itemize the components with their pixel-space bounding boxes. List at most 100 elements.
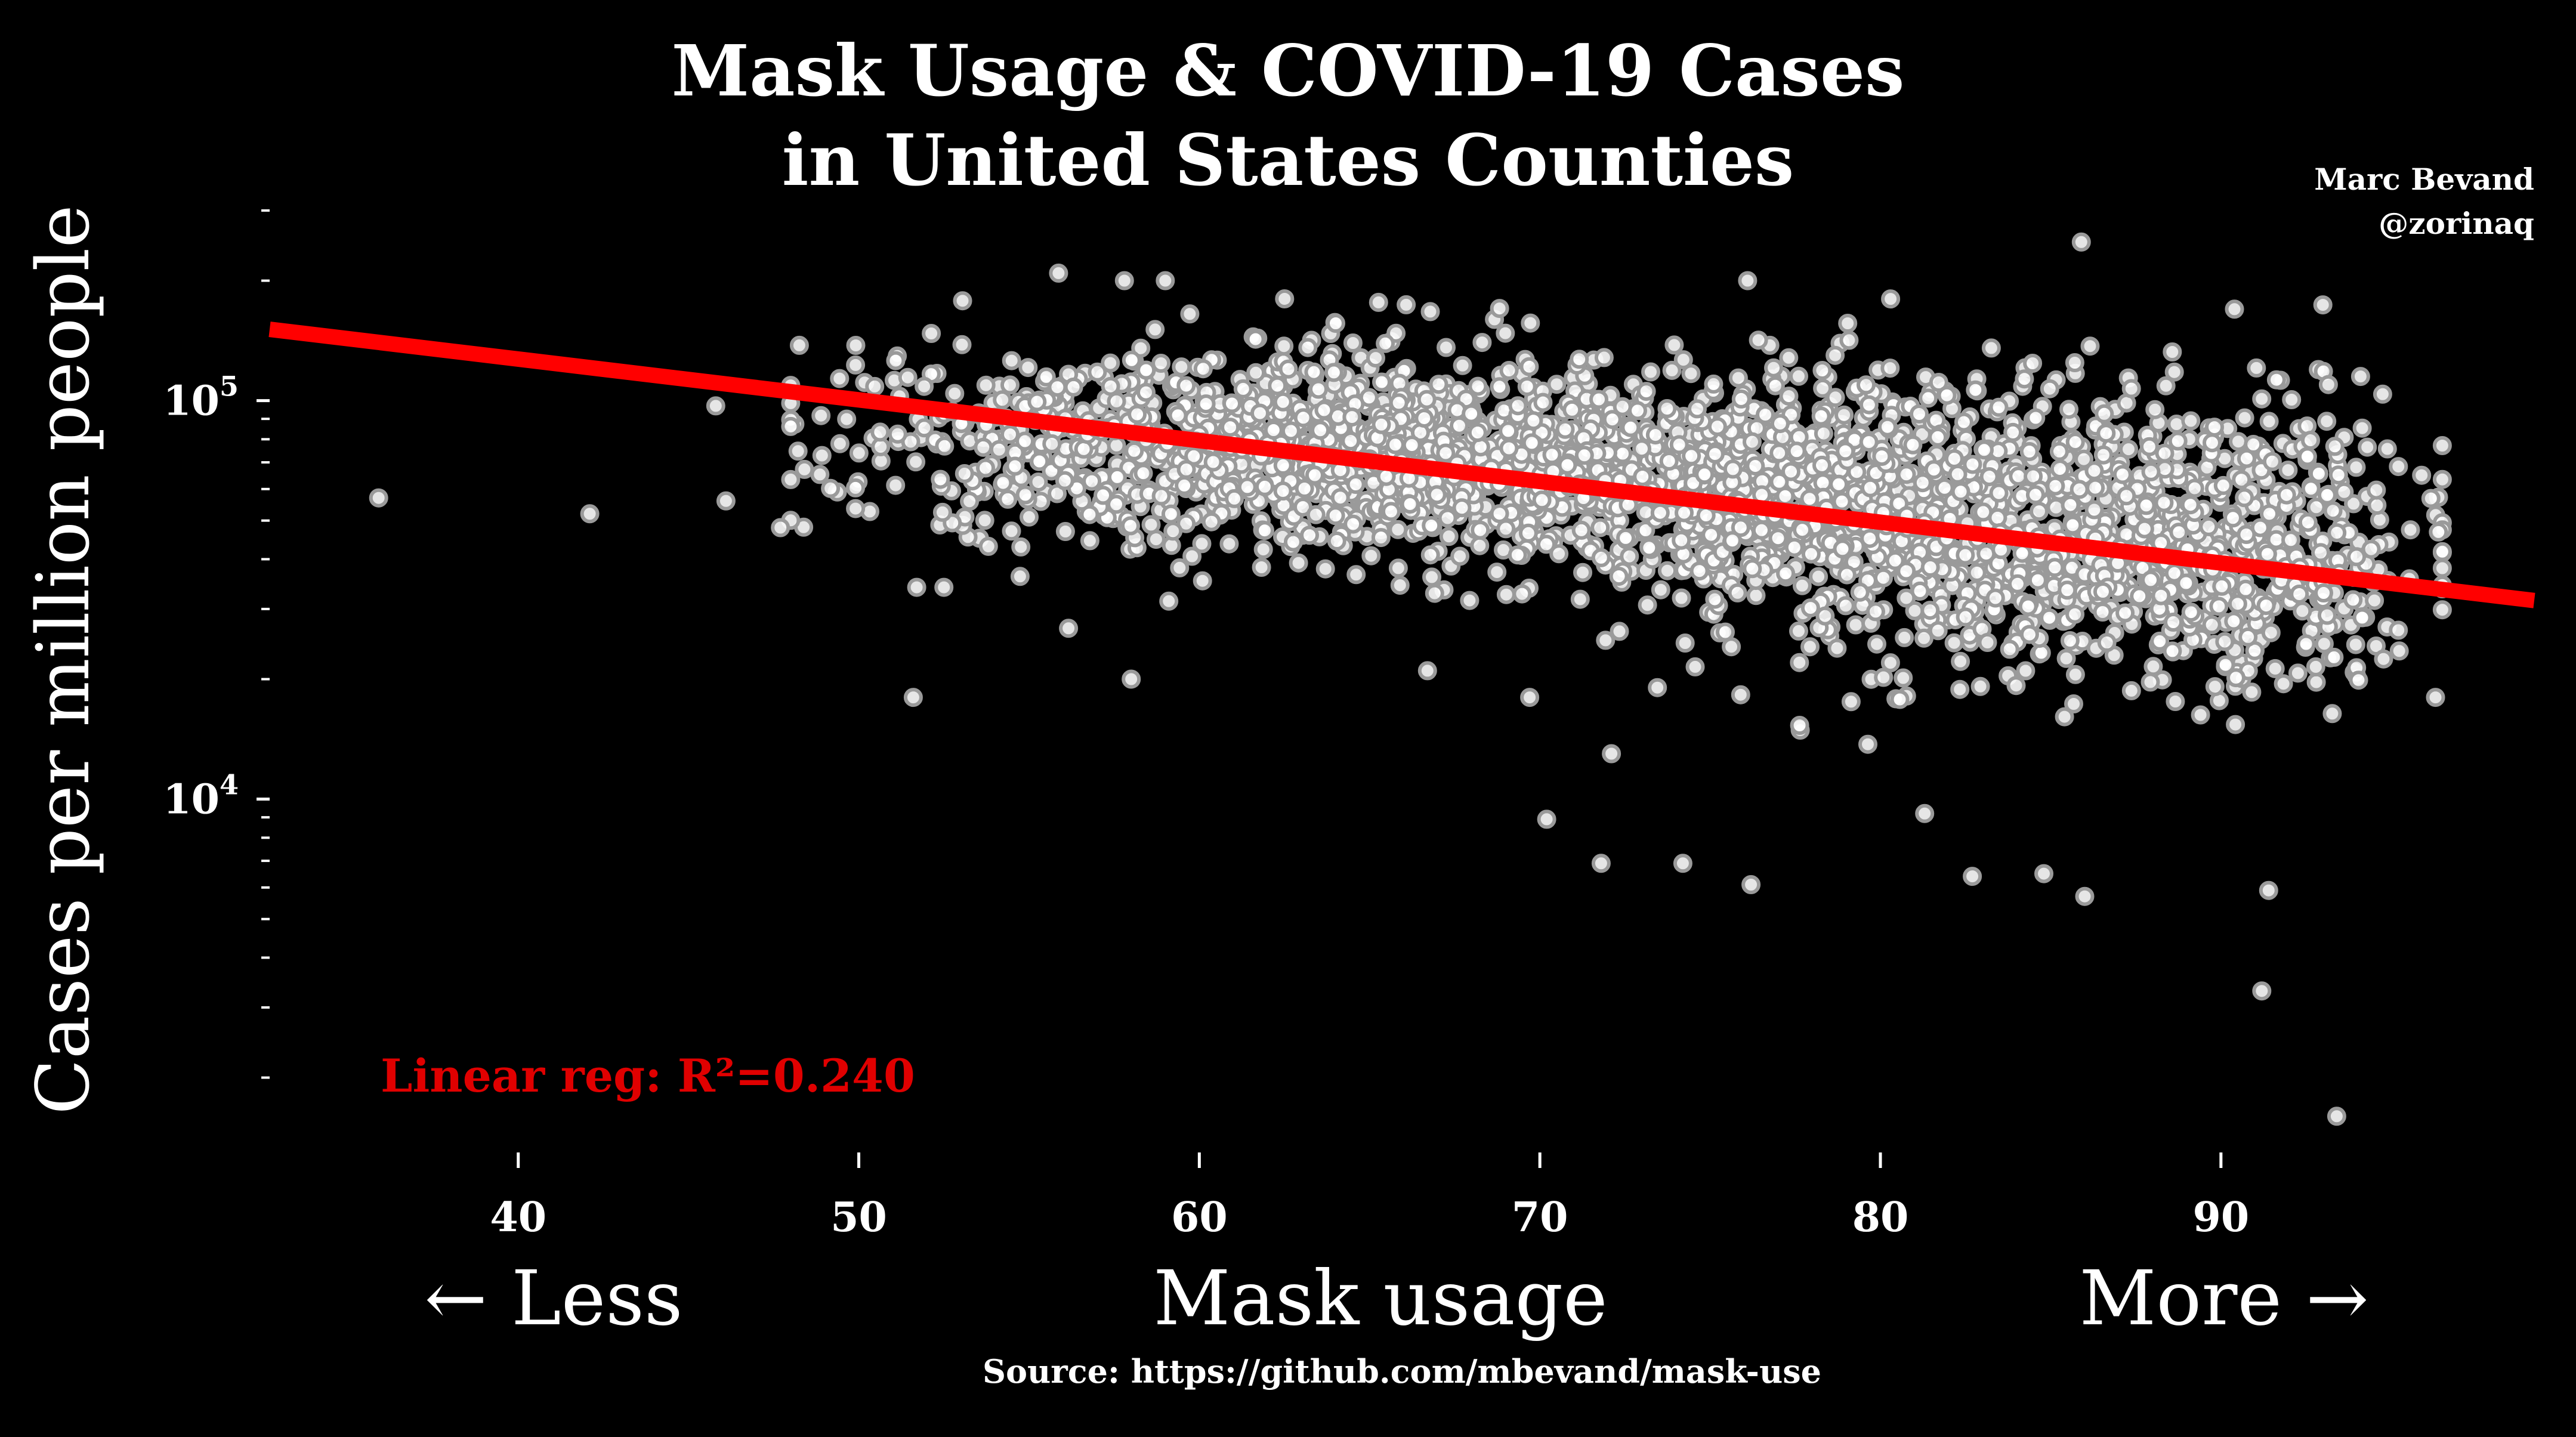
scatter-point <box>2361 539 2381 559</box>
scatter-point <box>2306 657 2325 676</box>
scatter-point <box>1125 441 1144 461</box>
scatter-point <box>1471 520 1490 540</box>
scatter-point <box>1570 350 1589 369</box>
scatter-point <box>1944 633 1964 653</box>
scatter-point <box>2205 677 2225 697</box>
scatter-point <box>1881 289 1901 309</box>
scatter-point <box>1002 351 1021 370</box>
scatter-point <box>1422 567 1441 587</box>
chart-title-line-2: in United States Counties <box>782 119 1794 202</box>
scatter-point <box>1834 405 1854 425</box>
scatter-point <box>1779 387 1799 406</box>
scatter-point <box>2119 440 2138 459</box>
scatter-point <box>1874 667 1894 687</box>
scatter-point <box>2130 586 2149 606</box>
y-tick-label: 105 <box>163 370 239 425</box>
scatter-point <box>2019 442 2039 461</box>
scatter-point <box>1385 435 1405 455</box>
scatter-point <box>1107 467 1127 487</box>
scatter-point <box>2097 633 2117 652</box>
scatter-point <box>1468 376 1488 396</box>
scatter-point <box>1324 363 1343 382</box>
scatter-point <box>1221 418 1240 437</box>
scatter-point <box>2071 232 2091 252</box>
scatter-point <box>2298 512 2318 532</box>
scatter-point <box>2203 433 2222 453</box>
scatter-point <box>1176 460 1196 479</box>
scatter-point <box>1452 498 1472 518</box>
scatter-point <box>2432 600 2452 620</box>
scatter-point <box>1970 676 1990 696</box>
scatter-point <box>781 469 801 489</box>
scatter-point <box>1193 571 1212 591</box>
scatter-point <box>2093 582 2112 601</box>
scatter-point <box>1425 583 1444 603</box>
scatter-point <box>974 437 993 457</box>
scatter-point <box>2064 694 2083 713</box>
scatter-point <box>1273 456 1293 475</box>
scatter-point <box>1738 271 1758 291</box>
scatter-point <box>1439 527 1459 546</box>
scatter-point <box>1910 404 1929 424</box>
scatter-point <box>870 422 890 442</box>
scatter-point <box>1151 354 1171 373</box>
scatter-point <box>1346 565 1366 585</box>
scatter-point <box>1372 415 1391 434</box>
scatter-point <box>932 502 952 522</box>
scatter-point <box>2266 370 2286 390</box>
scatter-point <box>1613 397 1632 416</box>
scatter-point <box>2297 447 2317 466</box>
scatter-point <box>1278 359 1298 379</box>
scatter-point <box>2015 369 2034 389</box>
scatter-point <box>1422 516 1441 535</box>
scatter-point <box>1547 375 1567 394</box>
scatter-point <box>1728 583 1747 602</box>
scatter-point <box>821 478 841 498</box>
scatter-point <box>1841 692 1861 712</box>
scatter-point <box>1838 314 1858 333</box>
scatter-point <box>1402 435 1422 455</box>
scatter-point <box>1781 462 1800 481</box>
scatter-point <box>1850 582 1870 602</box>
scatter-point <box>1163 521 1183 541</box>
scatter-point <box>1327 531 1346 551</box>
scatter-point <box>706 396 725 416</box>
scatter-point <box>1731 685 1750 704</box>
scatter-point <box>1867 634 1886 654</box>
scatter-point <box>2389 641 2409 661</box>
scatter-point <box>1890 690 1910 709</box>
scatter-point <box>1311 421 1330 440</box>
scatter-point <box>2084 500 2104 520</box>
scatter-point <box>1790 716 1809 735</box>
scatter-point <box>1289 553 1308 573</box>
scatter-point <box>1951 651 1970 671</box>
scatter-point <box>2000 639 2019 659</box>
scatter-point <box>1437 338 1456 357</box>
scatter-point <box>935 436 955 456</box>
source-note: Source: https://github.com/mbevand/mask-… <box>983 1352 1821 1390</box>
scatter-point <box>1088 362 1107 382</box>
scatter-point <box>2323 501 2343 521</box>
scatter-point <box>846 336 866 355</box>
scatter-point <box>953 291 972 311</box>
scatter-point <box>1610 622 1629 641</box>
scatter-point <box>1880 653 1900 673</box>
scatter-point <box>1956 545 1975 565</box>
scatter-point <box>2343 590 2363 610</box>
scatter-point <box>2224 611 2244 631</box>
scatter-point <box>1522 433 1542 453</box>
scatter-point <box>1082 471 1102 491</box>
scatter-point <box>1315 559 1335 579</box>
scatter-point <box>1159 591 1179 611</box>
scatter-point <box>1414 409 1434 428</box>
scatter-point <box>2346 635 2365 654</box>
scatter-point <box>1963 455 1982 474</box>
scatter-point <box>1784 537 1804 557</box>
scatter-point <box>2277 485 2296 505</box>
scatter-point <box>976 375 996 395</box>
scatter-point <box>1371 528 1391 548</box>
scatter-point <box>1628 401 1647 421</box>
scatter-point <box>846 355 866 375</box>
scatter-point <box>2225 299 2244 319</box>
scatter-point <box>1010 567 1030 586</box>
